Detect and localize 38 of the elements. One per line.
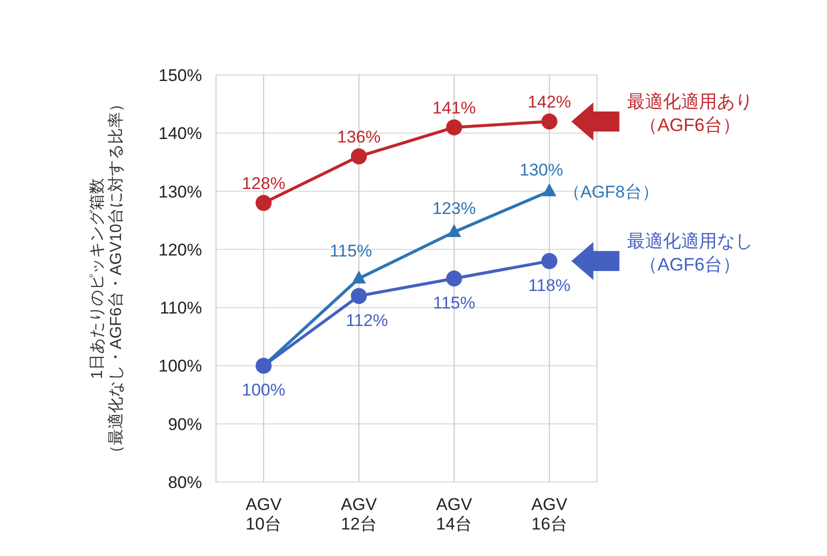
y-tick-label: 90% bbox=[168, 414, 202, 434]
data-label: 112% bbox=[346, 310, 388, 330]
y-tick-label: 120% bbox=[158, 240, 202, 260]
point bbox=[256, 358, 272, 374]
x-tick-label: AGV 12台 bbox=[340, 495, 378, 534]
x-tick-label: AGV 16台 bbox=[531, 495, 568, 534]
x-tick-label: AGV 10台 bbox=[246, 495, 282, 534]
data-label: 128% bbox=[242, 174, 286, 193]
data-label: 142% bbox=[528, 92, 572, 112]
data-label: 141% bbox=[432, 98, 476, 118]
data-label: 123% bbox=[432, 198, 476, 218]
point bbox=[446, 119, 462, 136]
y-tick-label: 130% bbox=[158, 182, 202, 202]
y-tick-label: 140% bbox=[158, 124, 202, 144]
data-label: 100% bbox=[242, 380, 286, 400]
data-label: 136% bbox=[337, 127, 381, 146]
point bbox=[352, 270, 366, 284]
y-tick-label: 110% bbox=[160, 298, 202, 318]
y-tick-label: 80% bbox=[168, 473, 202, 492]
point bbox=[350, 288, 367, 304]
x-tick-label: AGV 14台 bbox=[436, 495, 473, 534]
legend-label: 最適化適用なし（AGF6台） bbox=[627, 231, 753, 274]
series-label: （AGF8台） bbox=[563, 182, 659, 202]
data-label: 130% bbox=[520, 160, 564, 180]
legend-label: 最適化適用あり（AGF6台） bbox=[627, 92, 753, 135]
point bbox=[446, 270, 462, 286]
point bbox=[542, 183, 556, 196]
data-label: 118% bbox=[528, 276, 570, 296]
point bbox=[256, 194, 272, 211]
point bbox=[541, 253, 558, 270]
y-axis-title: 1日あたりのピッキング箱数（最適化なし・AGF6台・AGV10台に対する比率） bbox=[89, 96, 126, 462]
y-tick-label: 150% bbox=[158, 66, 202, 85]
y-tick-label: 100% bbox=[158, 356, 202, 376]
point bbox=[541, 114, 558, 130]
point bbox=[447, 224, 462, 237]
point bbox=[350, 148, 367, 164]
data-label: 115% bbox=[330, 242, 372, 260]
data-label: 115% bbox=[433, 294, 476, 312]
